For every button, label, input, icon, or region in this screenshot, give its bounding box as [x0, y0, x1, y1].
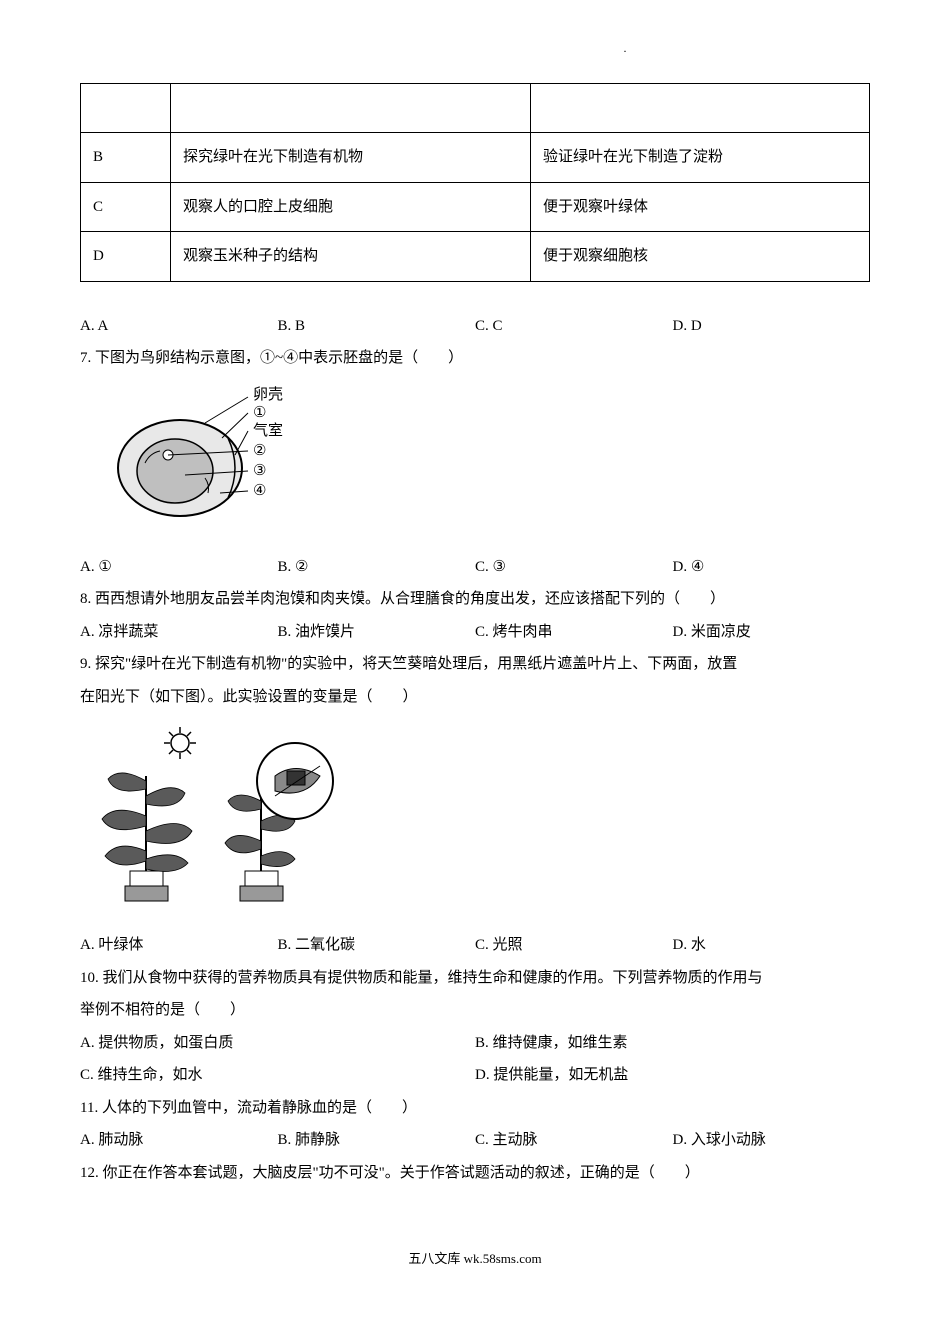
option-d: D. 水 — [673, 931, 871, 960]
options-row: A. 叶绿体 B. 二氧化碳 C. 光照 D. 水 — [80, 931, 870, 960]
question-7: 7. 下图为鸟卵结构示意图，①~④中表示胚盘的是（ ） — [80, 344, 870, 373]
option-d: D. ④ — [673, 553, 871, 582]
page-marker: · — [80, 40, 870, 63]
question-11: 11. 人体的下列血管中，流动着静脉血的是（ ） — [80, 1094, 870, 1123]
question-10-line1: 10. 我们从食物中获得的营养物质具有提供物质和能量，维持生命和健康的作用。下列… — [80, 964, 870, 993]
options-row: A. A B. B C. C D. D — [80, 312, 870, 341]
footer-text: 五八文库 wk.58sms.com — [80, 1247, 870, 1272]
question-9-line2: 在阳光下（如下图）。此实验设置的变量是（ ） — [80, 683, 870, 712]
question-9-line1: 9. 探究"绿叶在光下制造有机物"的实验中，将天竺葵暗处理后，用黑纸片遮盖叶片上… — [80, 650, 870, 679]
option-d: D. 提供能量，如无机盐 — [475, 1061, 870, 1090]
table-cell: C — [81, 182, 171, 232]
table-row: D 观察玉米种子的结构 便于观察细胞核 — [81, 232, 870, 282]
option-a: A. 肺动脉 — [80, 1126, 278, 1155]
option-c: C. 主动脉 — [475, 1126, 673, 1155]
question-12: 12. 你正在作答本套试题，大脑皮层"功不可没"。关于作答试题活动的叙述，正确的… — [80, 1159, 870, 1188]
option-c: C. 光照 — [475, 931, 673, 960]
experiment-table: B 探究绿叶在光下制造有机物 验证绿叶在光下制造了淀粉 C 观察人的口腔上皮细胞… — [80, 83, 870, 282]
table-cell — [531, 83, 870, 133]
table-cell: D — [81, 232, 171, 282]
option-b: B. ② — [278, 553, 476, 582]
table-cell: 便于观察细胞核 — [531, 232, 870, 282]
table-cell — [81, 83, 171, 133]
label-1: ① — [253, 405, 266, 421]
egg-diagram: 卵壳 ① 气室 ② ③ ④ — [110, 383, 310, 543]
option-c: C. C — [475, 312, 673, 341]
option-a: A. A — [80, 312, 278, 341]
option-b: B. 二氧化碳 — [278, 931, 476, 960]
option-b: B. 油炸馍片 — [278, 618, 476, 647]
option-b: B. B — [278, 312, 476, 341]
option-a: A. 提供物质，如蛋白质 — [80, 1029, 475, 1058]
plant-diagram — [80, 721, 350, 921]
options-row: A. ① B. ② C. ③ D. ④ — [80, 553, 870, 582]
option-a: A. ① — [80, 553, 278, 582]
option-d: D. 米面凉皮 — [673, 618, 871, 647]
table-cell: 便于观察叶绿体 — [531, 182, 870, 232]
option-a: A. 叶绿体 — [80, 931, 278, 960]
option-d: D. D — [673, 312, 871, 341]
options-row: A. 提供物质，如蛋白质 B. 维持健康，如维生素 — [80, 1029, 870, 1058]
table-cell: 观察人的口腔上皮细胞 — [171, 182, 531, 232]
options-row: A. 肺动脉 B. 肺静脉 C. 主动脉 D. 入球小动脉 — [80, 1126, 870, 1155]
table-row — [81, 83, 870, 133]
question-10-line2: 举例不相符的是（ ） — [80, 996, 870, 1025]
option-b: B. 肺静脉 — [278, 1126, 476, 1155]
option-c: C. ③ — [475, 553, 673, 582]
label-4: ④ — [253, 483, 266, 499]
table-row: C 观察人的口腔上皮细胞 便于观察叶绿体 — [81, 182, 870, 232]
option-c: C. 烤牛肉串 — [475, 618, 673, 647]
option-a: A. 凉拌蔬菜 — [80, 618, 278, 647]
options-row: C. 维持生命，如水 D. 提供能量，如无机盐 — [80, 1061, 870, 1090]
option-c: C. 维持生命，如水 — [80, 1061, 475, 1090]
label-air: 气室 — [253, 422, 283, 439]
table-cell: B — [81, 133, 171, 183]
table-cell: 验证绿叶在光下制造了淀粉 — [531, 133, 870, 183]
option-b: B. 维持健康，如维生素 — [475, 1029, 870, 1058]
table-row: B 探究绿叶在光下制造有机物 验证绿叶在光下制造了淀粉 — [81, 133, 870, 183]
option-d: D. 入球小动脉 — [673, 1126, 871, 1155]
question-8: 8. 西西想请外地朋友品尝羊肉泡馍和肉夹馍。从合理膳食的角度出发，还应该搭配下列… — [80, 585, 870, 614]
label-shell: 卵壳 — [253, 386, 283, 403]
label-2: ② — [253, 443, 266, 459]
table-cell: 观察玉米种子的结构 — [171, 232, 531, 282]
options-row: A. 凉拌蔬菜 B. 油炸馍片 C. 烤牛肉串 D. 米面凉皮 — [80, 618, 870, 647]
table-cell — [171, 83, 531, 133]
label-3: ③ — [253, 463, 266, 479]
table-cell: 探究绿叶在光下制造有机物 — [171, 133, 531, 183]
